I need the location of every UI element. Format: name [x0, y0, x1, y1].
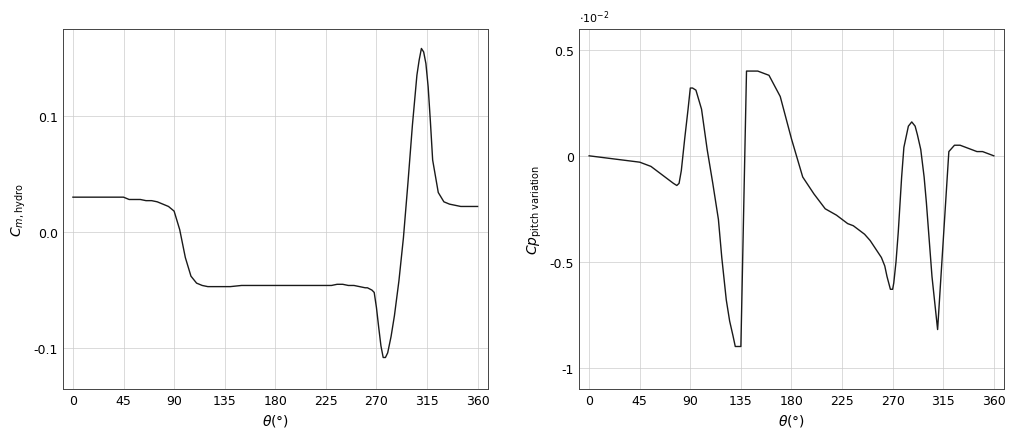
Y-axis label: $C_{m,\mathrm{hydro}}$: $C_{m,\mathrm{hydro}}$	[10, 183, 28, 236]
X-axis label: $\theta$(°): $\theta$(°)	[261, 412, 289, 428]
Y-axis label: $Cp_{\mathrm{pitch\ variation}}$: $Cp_{\mathrm{pitch\ variation}}$	[526, 164, 544, 254]
Text: $\cdot10^{-2}$: $\cdot10^{-2}$	[579, 10, 609, 26]
X-axis label: $\theta$(°): $\theta$(°)	[778, 412, 805, 428]
